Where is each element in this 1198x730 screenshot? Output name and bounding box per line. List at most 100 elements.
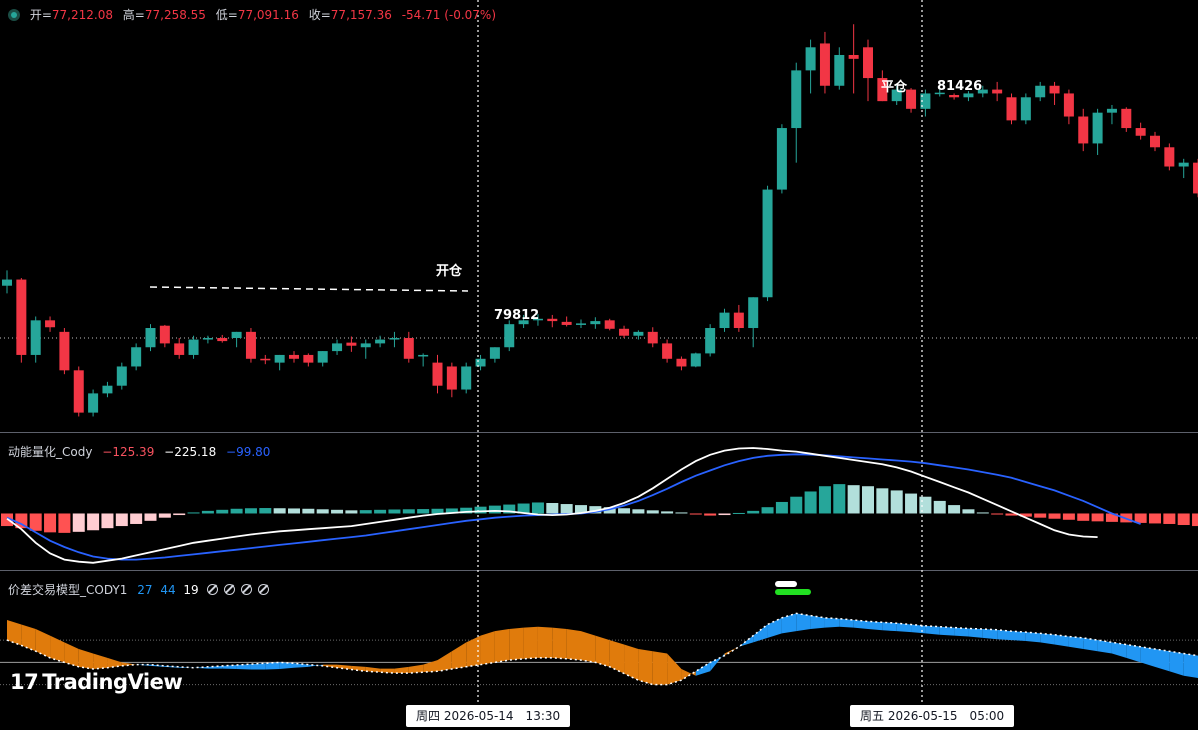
low-label: 低= [215, 8, 238, 22]
momentum-bar [618, 508, 631, 514]
spread-fill [710, 653, 725, 672]
momentum-bar [732, 512, 745, 514]
candle [475, 358, 486, 367]
candle [705, 328, 716, 354]
momentum-bar [345, 510, 358, 514]
spread-fill [351, 665, 366, 672]
candle [1164, 147, 1175, 167]
indicator-value-1: 27 [137, 583, 153, 597]
spread-fill [796, 613, 811, 632]
candle [159, 325, 170, 344]
momentum-bar [747, 510, 760, 514]
spread-fill [695, 662, 711, 676]
spread-fill [107, 657, 122, 668]
candle [1106, 108, 1117, 113]
momentum-bar [29, 513, 42, 531]
momentum-fast-line [6, 447, 1098, 564]
spread-fill [839, 618, 854, 628]
candle [1193, 162, 1198, 194]
momentum-bar [1192, 513, 1198, 527]
spread-fill [810, 615, 825, 629]
candle [518, 320, 529, 325]
spread-fill [523, 626, 538, 659]
spread-fill [753, 624, 768, 643]
spread-fill [451, 642, 467, 670]
spread-fill [581, 631, 596, 663]
spread-legend[interactable]: 价差交易模型_CODY1 27 44 19 [8, 581, 275, 598]
spread-fill [250, 663, 266, 670]
indicator-value-3: −99.80 [226, 445, 271, 459]
momentum-bar [603, 507, 616, 514]
momentum-legend[interactable]: 动能量化_Cody −125.39 −225.18 −99.80 [8, 443, 276, 460]
candle [504, 324, 515, 348]
candle [403, 338, 414, 359]
candle [346, 342, 357, 346]
momentum-bar [402, 509, 415, 514]
momentum-bar [689, 513, 702, 515]
spread-fill [1011, 631, 1026, 641]
momentum-bar [1034, 513, 1047, 518]
candle [274, 354, 285, 363]
momentum-bar [359, 510, 372, 514]
momentum-bar [173, 513, 186, 516]
spread-fill [1155, 649, 1170, 672]
spread-fill [939, 626, 955, 636]
spread-fill [925, 625, 940, 635]
momentum-bar [589, 506, 602, 514]
candle [446, 366, 457, 390]
candle [461, 366, 472, 390]
momentum-bar [230, 508, 243, 514]
momentum-bar [201, 510, 214, 514]
candle [489, 347, 500, 359]
spread-fill [337, 664, 352, 670]
status-dot-icon[interactable] [8, 9, 20, 21]
spread-fill [1025, 632, 1041, 643]
candle [848, 54, 859, 59]
tradingview-watermark[interactable]: 𝟭𝟳 TradingView [10, 670, 183, 694]
spread-fill [480, 631, 495, 665]
momentum-bar [1005, 513, 1018, 516]
spread-fill [294, 663, 309, 668]
high-value: 77,258.55 [144, 8, 206, 22]
candle [834, 54, 845, 86]
momentum-bar [661, 511, 674, 514]
candle [1150, 135, 1160, 148]
momentum-bar [991, 513, 1004, 515]
high-label: 高= [122, 8, 145, 22]
spread-signal-line [6, 612, 1198, 686]
change-value: -54.71 (-0.07%) [401, 8, 497, 22]
candle [1121, 108, 1132, 129]
candle [633, 331, 644, 336]
momentum-bar [718, 513, 731, 516]
momentum-bar [259, 508, 272, 514]
indicator-value-3: 19 [183, 583, 199, 597]
spread-fill [265, 662, 280, 670]
spread-fill [308, 664, 323, 667]
momentum-bar [890, 490, 903, 514]
momentum-bar [244, 508, 257, 514]
momentum-bar [288, 508, 300, 514]
momentum-bar [1062, 513, 1075, 520]
momentum-bar [58, 513, 71, 533]
momentum-bar [1149, 513, 1161, 524]
candle [949, 94, 960, 98]
indicator-value-1: −125.39 [102, 445, 155, 459]
candle [863, 47, 873, 79]
candle [690, 353, 701, 367]
momentum-bar [302, 508, 315, 514]
candle [289, 354, 299, 359]
momentum-bar [1077, 513, 1090, 521]
candle [662, 343, 673, 359]
spread-fill [207, 665, 223, 669]
candle [59, 331, 70, 371]
momentum-bar [948, 505, 961, 514]
candle [576, 323, 586, 325]
momentum-bar [503, 504, 516, 514]
spread-fill [595, 635, 610, 667]
candle [360, 343, 371, 348]
spread-fill [681, 669, 696, 681]
candle [877, 78, 888, 102]
momentum-bar [488, 505, 501, 514]
spread-fill [322, 664, 338, 668]
